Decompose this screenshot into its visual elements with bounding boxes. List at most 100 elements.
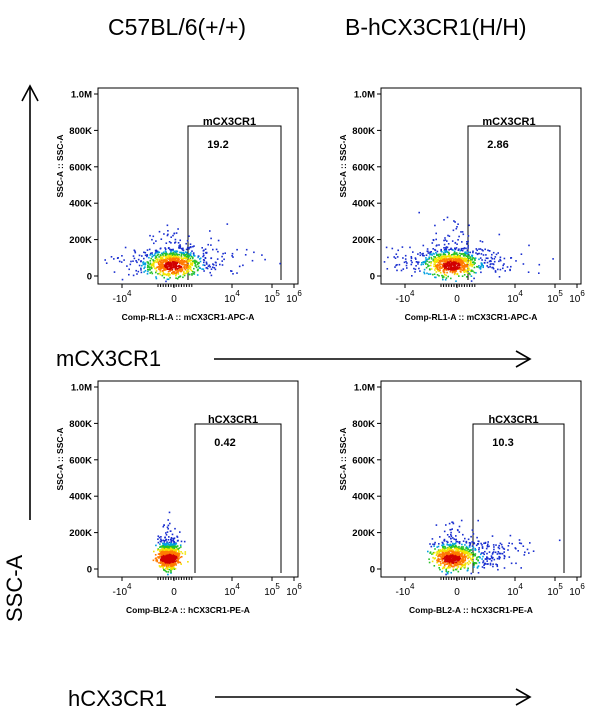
event-dot bbox=[445, 573, 447, 576]
event-dot bbox=[491, 535, 494, 537]
event-dot bbox=[490, 556, 493, 559]
event-dot bbox=[173, 562, 176, 564]
event-dot bbox=[395, 253, 398, 255]
event-dot bbox=[454, 551, 457, 553]
event-dot bbox=[482, 266, 484, 269]
y-tick-label: 0 bbox=[370, 272, 375, 283]
event-dot bbox=[164, 561, 167, 564]
event-dot bbox=[450, 559, 453, 562]
event-dot bbox=[452, 263, 454, 266]
event-dot bbox=[136, 261, 138, 264]
event-dot bbox=[157, 265, 160, 268]
event-dot bbox=[178, 269, 181, 271]
event-dot bbox=[178, 256, 180, 258]
event-dot bbox=[451, 269, 453, 271]
event-dot bbox=[441, 567, 444, 570]
event-dot bbox=[433, 545, 435, 547]
event-dot bbox=[442, 553, 445, 556]
event-dot bbox=[444, 554, 446, 556]
event-dot bbox=[174, 254, 176, 256]
event-dot bbox=[156, 559, 159, 562]
y-axis-label: SSC-A :: SSC-A bbox=[338, 428, 348, 491]
event-dot bbox=[454, 542, 457, 544]
event-dot bbox=[426, 260, 428, 262]
event-dot bbox=[169, 522, 171, 525]
event-dot bbox=[168, 561, 171, 563]
event-dot bbox=[172, 251, 175, 254]
event-dot bbox=[153, 242, 155, 245]
event-dot bbox=[476, 536, 478, 539]
y-tick-label: 600K bbox=[352, 455, 375, 466]
event-dot bbox=[159, 566, 161, 568]
event-dot bbox=[446, 267, 448, 270]
event-dot bbox=[175, 274, 177, 277]
event-dot bbox=[462, 555, 464, 558]
event-dot bbox=[480, 271, 482, 274]
event-dot bbox=[171, 556, 173, 559]
event-dot bbox=[165, 266, 168, 268]
event-dot bbox=[429, 268, 431, 271]
event-dot bbox=[532, 550, 535, 552]
event-dot bbox=[464, 544, 466, 546]
event-dot bbox=[430, 251, 432, 253]
event-dot bbox=[209, 230, 211, 232]
event-dot bbox=[440, 258, 442, 260]
event-dot bbox=[209, 271, 211, 274]
event-dot bbox=[494, 551, 497, 554]
event-dot bbox=[170, 545, 173, 548]
event-dot bbox=[433, 255, 435, 258]
event-dot bbox=[440, 267, 443, 269]
event-dot bbox=[466, 257, 468, 260]
y-tick-label: 1.0M bbox=[354, 383, 375, 394]
event-dot bbox=[144, 254, 147, 257]
event-dot bbox=[202, 268, 205, 270]
event-dot bbox=[456, 558, 458, 561]
event-dot bbox=[168, 556, 170, 559]
event-dot bbox=[400, 269, 403, 272]
event-dot bbox=[462, 559, 465, 561]
event-dot bbox=[170, 557, 172, 560]
event-dot bbox=[163, 269, 165, 271]
event-dot bbox=[478, 547, 480, 549]
event-dot bbox=[176, 535, 178, 538]
event-dot bbox=[486, 558, 488, 560]
event-dot bbox=[184, 265, 186, 268]
event-dot bbox=[159, 266, 161, 268]
event-dot bbox=[163, 552, 165, 555]
event-dot bbox=[492, 251, 495, 254]
event-dot bbox=[494, 256, 497, 258]
event-dot bbox=[491, 257, 493, 260]
event-dot bbox=[157, 273, 159, 275]
event-dot bbox=[449, 548, 452, 550]
event-dot bbox=[452, 559, 454, 562]
event-dot bbox=[458, 235, 460, 238]
event-dot bbox=[503, 257, 506, 260]
event-dot bbox=[464, 557, 467, 560]
event-dot bbox=[193, 271, 196, 273]
event-dot bbox=[438, 558, 441, 561]
event-dot bbox=[166, 260, 168, 262]
event-dot bbox=[161, 556, 163, 558]
event-dot bbox=[450, 563, 452, 566]
event-dot bbox=[478, 561, 481, 564]
event-dot bbox=[450, 263, 452, 265]
event-dot bbox=[472, 552, 475, 554]
event-dot bbox=[486, 265, 488, 267]
event-dot bbox=[170, 552, 173, 554]
event-dot bbox=[178, 553, 181, 555]
event-dot bbox=[149, 254, 151, 256]
event-dot bbox=[178, 258, 180, 260]
event-dot bbox=[383, 261, 386, 263]
event-dot bbox=[173, 568, 176, 570]
event-dot bbox=[179, 239, 181, 242]
event-dot bbox=[179, 544, 182, 546]
event-dot bbox=[432, 543, 434, 546]
event-dot bbox=[462, 564, 465, 566]
event-dot bbox=[448, 263, 450, 266]
event-dot bbox=[454, 563, 457, 566]
event-dot bbox=[175, 267, 177, 270]
event-dot bbox=[473, 277, 475, 280]
event-dot bbox=[155, 258, 158, 260]
event-dot bbox=[503, 557, 506, 560]
event-dot bbox=[175, 259, 177, 262]
